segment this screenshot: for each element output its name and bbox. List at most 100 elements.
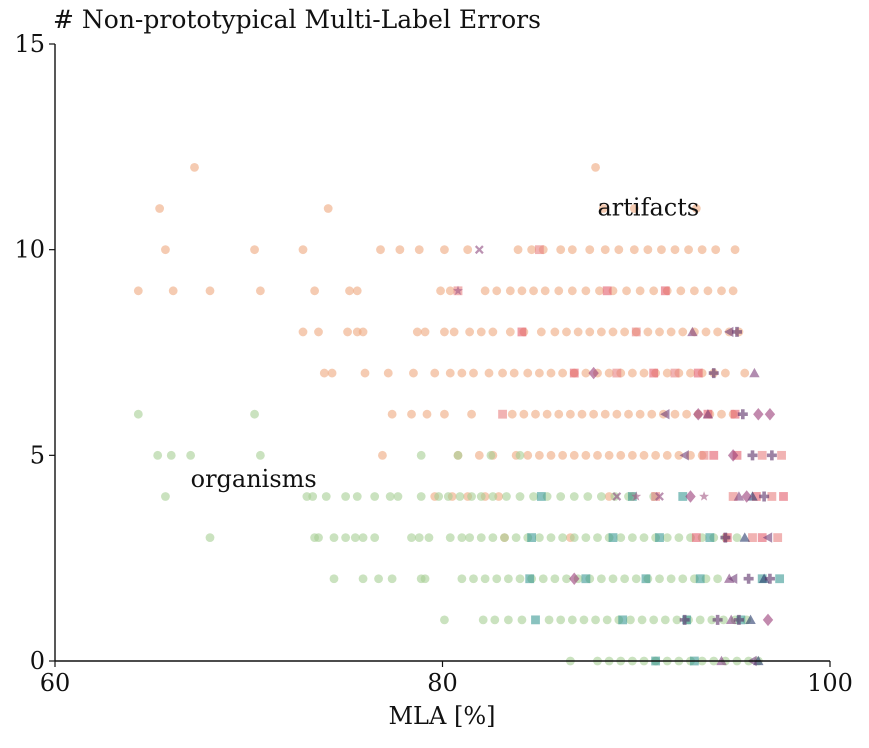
x-tick-label: 60 [40, 669, 71, 697]
data-point-circle [595, 286, 604, 296]
y-tick-label: 15 [14, 30, 45, 58]
data-point-cross [732, 326, 742, 337]
data-point-circle [515, 450, 525, 460]
data-point-circle [507, 409, 517, 419]
data-point-circle [434, 492, 444, 501]
data-point-circle [604, 368, 614, 378]
data-point-circle [255, 450, 265, 460]
data-point-circle [635, 409, 645, 419]
data-point-circle [556, 615, 566, 625]
data-point-circle [614, 245, 624, 255]
data-point-circle [573, 327, 583, 337]
data-point-circle [567, 615, 577, 625]
data-point-circle [629, 204, 639, 213]
data-point-circle [358, 533, 368, 542]
data-point-circle [352, 286, 362, 296]
data-point-circle [567, 245, 577, 255]
series-diamond-7 [569, 366, 776, 627]
data-point-square [618, 615, 628, 625]
data-point-circle [469, 574, 478, 584]
data-point-square [678, 492, 688, 501]
data-point-square [693, 368, 703, 378]
data-point-circle [691, 204, 701, 213]
data-point-circle [678, 327, 688, 337]
data-point-square [757, 450, 767, 460]
data-point-circle [627, 450, 637, 460]
data-point-circle [509, 368, 519, 378]
data-point-circle [616, 533, 626, 542]
data-point-leftTriangle [679, 450, 689, 461]
data-point-square [757, 533, 767, 542]
data-point-square [728, 492, 738, 501]
data-point-diamond [727, 449, 739, 462]
data-point-circle [620, 327, 630, 337]
data-point-circle [589, 409, 599, 419]
data-point-circle [387, 574, 397, 584]
data-point-square [525, 574, 535, 584]
data-point-circle [513, 245, 523, 255]
data-point-circle [166, 450, 176, 460]
data-point-circle [323, 204, 333, 213]
data-point-circle [155, 204, 165, 213]
data-point-square [709, 450, 719, 460]
data-point-circle [480, 286, 490, 296]
data-point-xmark [474, 245, 484, 255]
data-point-circle [515, 574, 525, 584]
data-point-circle [440, 615, 449, 625]
data-point-circle [670, 245, 680, 255]
data-point-circle [565, 409, 575, 419]
data-point-circle [319, 368, 329, 378]
data-point-square [608, 533, 618, 542]
data-point-circle [538, 574, 548, 584]
data-point-circle [544, 615, 554, 625]
data-point-circle [457, 574, 467, 584]
data-point-circle [639, 450, 649, 460]
data-point-square [569, 368, 579, 378]
data-point-circle [310, 286, 320, 296]
data-point-diamond [762, 613, 774, 627]
data-point-circle [542, 409, 552, 419]
data-point-circle [697, 245, 707, 255]
data-point-circle [457, 368, 467, 378]
data-point-circle [161, 245, 170, 255]
data-point-circle [740, 368, 750, 378]
data-point-cross [747, 450, 758, 461]
data-point-circle [585, 245, 595, 255]
data-point-circle [383, 368, 393, 378]
data-point-cross [766, 450, 777, 461]
data-point-circle [686, 368, 695, 378]
data-point-circle [720, 368, 730, 378]
data-point-circle [600, 245, 610, 255]
data-point-circle [583, 492, 593, 501]
series-cross-8 [679, 326, 777, 625]
series-leftTriangle-11 [660, 326, 773, 667]
data-point-circle [676, 286, 686, 296]
annotation-artifacts: artifacts [598, 194, 700, 222]
data-point-triangle [758, 573, 770, 583]
data-point-circle [604, 450, 614, 460]
data-point-square [751, 492, 761, 501]
data-point-circle [554, 409, 564, 419]
data-point-circle [717, 286, 726, 296]
data-point-circle [186, 450, 196, 460]
data-point-circle [581, 450, 591, 460]
data-point-square [660, 286, 670, 296]
data-point-circle [600, 409, 610, 419]
data-point-circle [593, 450, 602, 460]
data-point-circle [329, 533, 339, 542]
data-point-circle [558, 533, 568, 542]
data-point-circle [133, 286, 143, 296]
data-point-circle [719, 615, 728, 625]
data-point-circle [416, 450, 426, 460]
data-point-circle [534, 368, 544, 378]
data-point-circle [701, 327, 711, 337]
data-point-circle [358, 574, 368, 584]
data-point-circle [505, 286, 515, 296]
data-point-circle [558, 368, 568, 378]
data-point-circle [314, 327, 323, 337]
data-point-leftTriangle [762, 532, 773, 543]
data-point-circle [420, 327, 430, 337]
data-point-star [699, 491, 710, 501]
data-point-circle [412, 327, 422, 337]
data-point-circle [465, 533, 475, 542]
